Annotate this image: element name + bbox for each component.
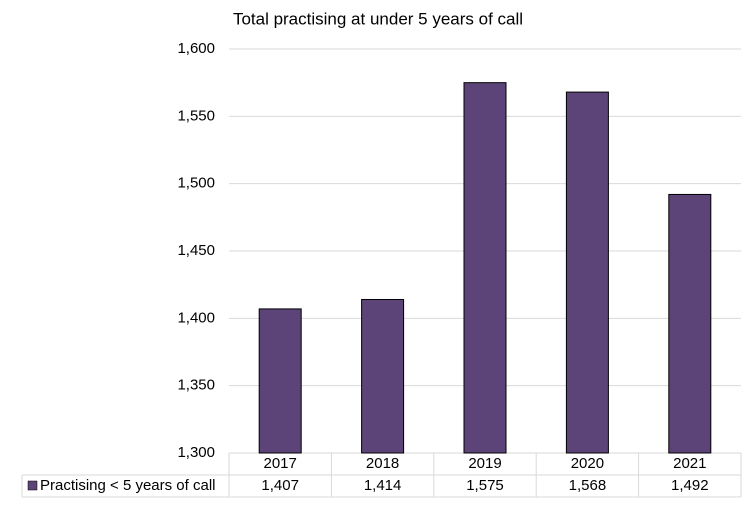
x-tick-label: 2019 xyxy=(468,455,501,472)
bar xyxy=(361,298,405,454)
table-value: 1,568 xyxy=(569,477,607,494)
table-value: 1,575 xyxy=(466,477,504,494)
table-value: 1,407 xyxy=(261,477,299,494)
bar xyxy=(668,193,712,454)
bar xyxy=(565,91,609,454)
bar xyxy=(258,308,302,454)
x-tick-label: 2020 xyxy=(571,455,604,472)
x-tick-label: 2017 xyxy=(264,455,297,472)
legend-label: Practising < 5 years of call xyxy=(40,477,216,494)
y-tick-label: 1,600 xyxy=(177,40,215,57)
chart-title: Total practising at under 5 years of cal… xyxy=(233,9,523,28)
y-tick-label: 1,500 xyxy=(177,175,215,192)
y-tick-label: 1,450 xyxy=(177,242,215,259)
y-tick-label: 1,300 xyxy=(177,444,215,461)
y-tick-label: 1,400 xyxy=(177,309,215,326)
table-value: 1,492 xyxy=(671,477,709,494)
x-tick-label: 2018 xyxy=(366,455,399,472)
y-tick-label: 1,350 xyxy=(177,377,215,394)
x-tick-label: 2021 xyxy=(673,455,706,472)
legend-swatch xyxy=(27,480,38,491)
y-tick-label: 1,550 xyxy=(177,107,215,124)
table-value: 1,414 xyxy=(364,477,402,494)
bar xyxy=(463,82,507,454)
